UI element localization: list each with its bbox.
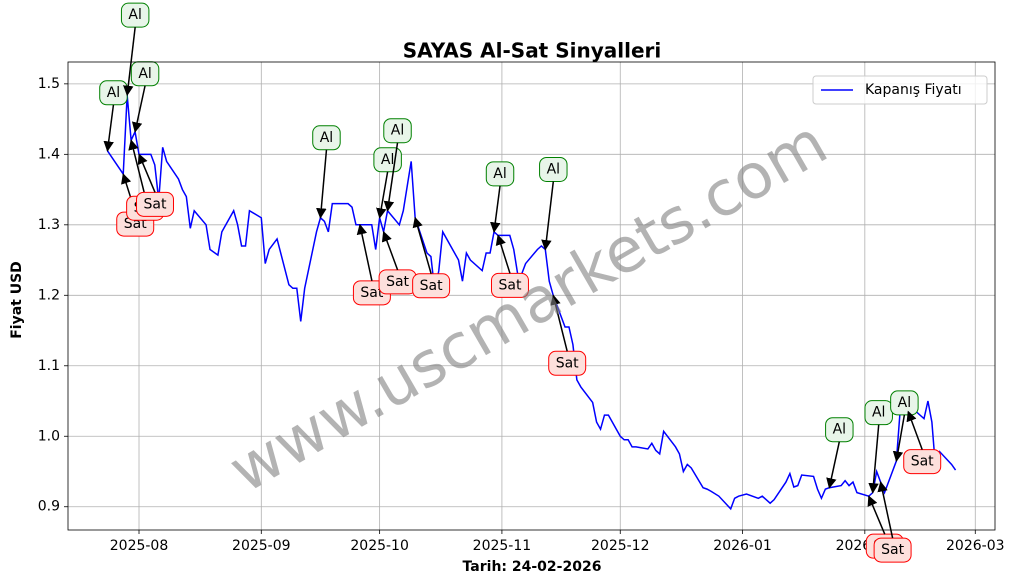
annotation-label: Al — [872, 405, 885, 421]
price-line — [106, 95, 957, 511]
annotation-label: Al — [547, 161, 560, 177]
x-tick-label: 2025-09 — [232, 538, 291, 554]
annotation-label: Al — [107, 85, 120, 101]
annotation-label: Sat — [881, 542, 904, 558]
legend-frame — [812, 75, 988, 105]
annotation-arrow — [892, 414, 906, 462]
y-tick-label: 1.3 — [38, 217, 60, 233]
annotation-arrow — [316, 149, 328, 219]
y-tick-label: 1.1 — [38, 358, 60, 374]
annotation-label: Al — [898, 395, 911, 411]
annotation-arrow — [868, 424, 880, 494]
x-tick-label: 2025-11 — [473, 538, 532, 554]
y-tick-label: 1.5 — [38, 76, 60, 92]
annotation-arrow — [877, 481, 894, 539]
y-tick-label: 1.4 — [38, 146, 60, 162]
annotation-arrow — [137, 153, 156, 193]
annotation-arrow — [103, 104, 115, 152]
annotation-arrow — [356, 223, 373, 281]
annotation-layer: AlAlAlSatSatSatAlSatAlAlSatSatAlSatAlSat… — [99, 2, 942, 563]
annotation-label: Al — [391, 123, 404, 139]
chart-title: SAYAS Al-Sat Sinyalleri — [403, 39, 661, 63]
x-tick-label: 2026-03 — [946, 538, 1005, 554]
annotation-arrow — [541, 181, 555, 251]
annotation-arrow — [550, 294, 568, 352]
annotation-label: Sat — [498, 277, 521, 293]
y-axis-label: Fiyat USD — [9, 261, 25, 339]
annotation-label: Sat — [144, 196, 167, 212]
annotation-label: Sat — [386, 274, 409, 290]
legend: Kapanış Fiyatı — [812, 75, 988, 105]
annotation-arrow — [412, 216, 432, 274]
annotation-label: Al — [493, 166, 506, 182]
plot-frame — [67, 61, 996, 531]
annotation-label: Sat — [911, 454, 934, 470]
annotation-label: Al — [320, 130, 333, 146]
grid-layer: 0.9 1.0 1.1 1.2 1.3 1.4 1.5 2025-08 2025-09 2025-… — [38, 62, 1005, 554]
x-axis-label: Tarih: 24-02-2026 — [463, 559, 602, 575]
y-tick-label: 0.9 — [38, 499, 60, 515]
annotation-label: Sat — [420, 278, 443, 294]
annotation-arrow — [867, 495, 886, 535]
y-tick-label: 1.2 — [38, 287, 60, 303]
x-tick-label: 2026-01 — [713, 538, 772, 554]
x-tick-label: 2025-08 — [110, 538, 169, 554]
annotation-arrow — [826, 441, 841, 489]
x-tick-label: 2025-12 — [591, 538, 650, 554]
annotation-label: Al — [138, 66, 151, 82]
annotation-label: Al — [128, 7, 141, 23]
annotation-arrow — [490, 185, 501, 233]
annotation-label: Sat — [360, 285, 383, 301]
legend-label: Kapanış Fiyatı — [865, 82, 962, 98]
x-tick-label: 2025-10 — [350, 538, 409, 554]
y-tick-label: 1.0 — [38, 428, 60, 444]
annotation-arrow — [906, 410, 923, 450]
annotation-arrow — [381, 230, 399, 271]
annotation-arrow — [128, 139, 146, 197]
annotation-arrow — [123, 27, 136, 97]
annotation-arrow — [376, 171, 389, 219]
annotation-arrow — [383, 142, 399, 212]
annotation-arrow — [495, 234, 511, 274]
annotation-label: Sat — [556, 355, 579, 371]
annotation-label: Al — [381, 152, 394, 168]
annotation-box — [383, 118, 412, 144]
annotation-arrow — [131, 85, 146, 133]
annotation-label: Al — [833, 422, 846, 438]
plot-layer — [106, 95, 957, 511]
